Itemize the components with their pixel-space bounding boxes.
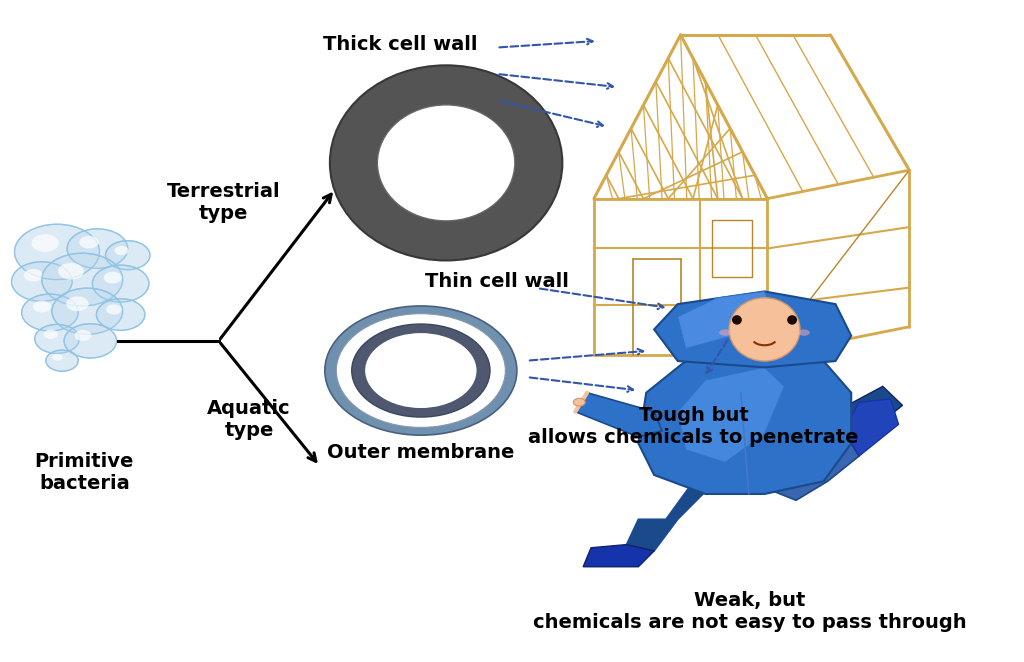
Circle shape [115,246,129,255]
Circle shape [68,229,128,268]
Ellipse shape [325,306,517,435]
Text: Thick cell wall: Thick cell wall [324,34,478,54]
Circle shape [65,324,117,358]
Circle shape [33,301,51,312]
Polygon shape [638,348,851,494]
Text: Weak, but
chemicals are not easy to pass through: Weak, but chemicals are not easy to pass… [532,591,967,632]
Text: Thin cell wall: Thin cell wall [425,272,568,291]
Ellipse shape [336,314,506,428]
Ellipse shape [351,324,489,417]
Circle shape [42,253,123,306]
Circle shape [35,324,79,354]
Polygon shape [765,431,859,500]
Circle shape [105,241,150,269]
Circle shape [44,330,58,339]
Ellipse shape [378,105,515,221]
Ellipse shape [729,298,800,361]
Text: Tough but
allows chemicals to penetrate: Tough but allows chemicals to penetrate [528,406,859,447]
Circle shape [573,399,585,406]
Circle shape [79,236,98,249]
Circle shape [52,354,62,361]
Circle shape [11,261,72,301]
Text: Aquatic
type: Aquatic type [207,399,291,440]
Circle shape [52,288,123,334]
Polygon shape [654,291,851,367]
Ellipse shape [366,333,476,408]
Circle shape [24,269,43,281]
Polygon shape [575,393,662,437]
Ellipse shape [732,315,741,324]
Text: Terrestrial
type: Terrestrial type [167,182,281,223]
Circle shape [32,234,58,252]
Ellipse shape [330,66,562,260]
Circle shape [46,350,78,371]
Ellipse shape [719,330,731,336]
Circle shape [22,294,78,331]
Circle shape [103,271,122,283]
Circle shape [58,263,84,279]
Polygon shape [678,291,772,348]
Circle shape [106,305,122,314]
Circle shape [67,297,89,311]
Circle shape [14,224,99,279]
Circle shape [92,265,148,302]
Text: Outer membrane: Outer membrane [327,444,514,463]
Text: Primitive
bacteria: Primitive bacteria [35,452,134,493]
Circle shape [75,330,91,341]
Polygon shape [678,367,784,462]
Polygon shape [844,399,898,456]
Circle shape [96,299,145,330]
Polygon shape [827,387,902,437]
Polygon shape [627,481,710,551]
Polygon shape [584,545,654,567]
Ellipse shape [787,315,797,324]
Ellipse shape [798,330,810,336]
